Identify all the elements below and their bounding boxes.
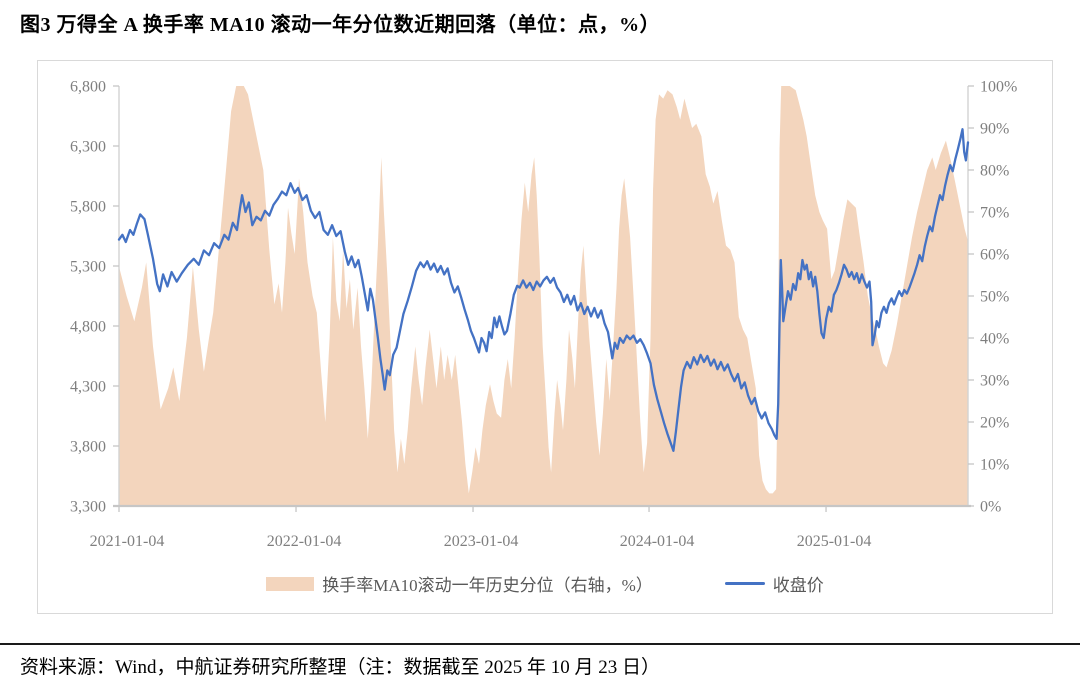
chart-plot: 3,300 3,800 4,300 4,800 5,300 5,800 6,300 6,800… <box>70 79 1017 551</box>
close-price-line <box>117 128 970 452</box>
right-axis-tick-label: 60% <box>980 247 1009 264</box>
right-axis-tick-label: 10% <box>980 457 1009 474</box>
source-note: 资料来源：Wind，中航证券研究所整理（注：数据截至 2025 年 10 月 2… <box>20 657 660 678</box>
right-axis-tick-label: 0% <box>980 499 1001 516</box>
chart-legend: 换手率MA10滚动一年历史分位（右轴，%） 收盘价 <box>38 571 1052 596</box>
legend-label: 收盘价 <box>772 576 824 595</box>
x-axis-tick-label: 2021-01-04 <box>90 533 165 550</box>
x-axis-tick-label: 2025-01-04 <box>797 533 872 550</box>
left-axis-tick-label: 5,300 <box>70 259 106 276</box>
right-axis-tick-label: 30% <box>980 373 1009 390</box>
chart-card: 3,300 3,800 4,300 4,800 5,300 5,800 6,300 6,800… <box>37 60 1053 614</box>
right-axis-tick-label: 80% <box>980 163 1009 180</box>
legend-line-swatch <box>724 581 765 586</box>
area-series <box>119 86 968 506</box>
left-axis-tick-label: 5,800 <box>70 199 106 216</box>
right-axis-tick-label: 50% <box>980 289 1009 306</box>
left-axis-tick-label: 4,800 <box>70 319 106 336</box>
legend-item: 收盘价 <box>724 571 824 596</box>
left-axis-tick-label: 6,300 <box>70 139 106 156</box>
right-axis-tick-label: 20% <box>980 415 1009 432</box>
left-axis-tick-label: 3,800 <box>70 439 106 456</box>
legend-item: 换手率MA10滚动一年历史分位（右轴，%） <box>266 571 653 596</box>
right-axis-tick-label: 100% <box>980 79 1017 96</box>
legend-label: 换手率MA10滚动一年历史分位（右轴，%） <box>322 576 653 595</box>
x-axis-tick-label: 2023-01-04 <box>444 533 519 550</box>
right-axis-tick-label: 40% <box>980 331 1009 348</box>
legend-area-swatch <box>266 576 315 591</box>
left-axis-tick-label: 6,800 <box>70 79 106 96</box>
right-axis-tick-label: 90% <box>980 121 1009 138</box>
x-axis-tick-label: 2022-01-04 <box>267 533 342 550</box>
footer-divider <box>0 643 1080 645</box>
right-axis-tick-label: 70% <box>980 205 1009 222</box>
left-axis-tick-label: 3,300 <box>70 499 106 516</box>
x-axis-tick-label: 2024-01-04 <box>620 533 695 550</box>
left-axis-tick-label: 4,300 <box>70 379 106 396</box>
figure-title: 图3 万得全 A 换手率 MA10 滚动一年分位数近期回落（单位：点，%） <box>20 14 661 36</box>
